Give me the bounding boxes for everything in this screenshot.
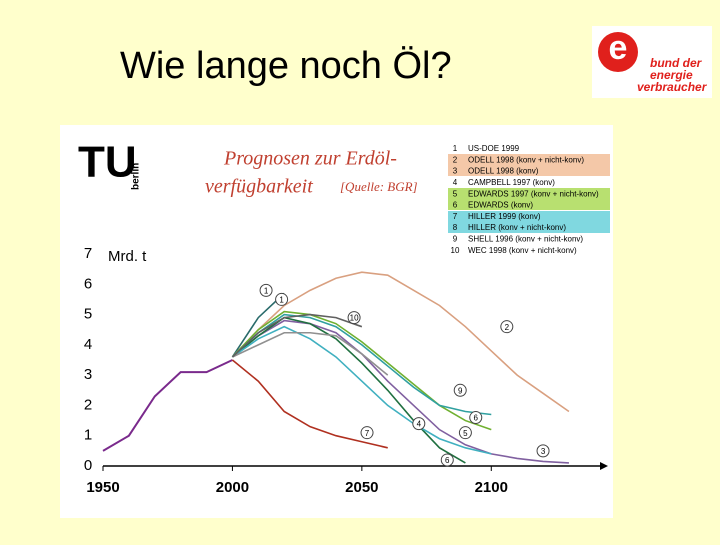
chart-title: verfügbarkeit — [205, 176, 313, 198]
legend-number: 4 — [453, 178, 458, 187]
legend-number: 1 — [453, 144, 458, 153]
x-tick-label: 2050 — [345, 479, 378, 496]
annotation-label: 3 — [541, 447, 546, 456]
series-line — [231, 313, 363, 358]
annotation-circle — [453, 383, 467, 397]
y-tick-label: 4 — [84, 336, 92, 353]
legend-number: 10 — [451, 246, 460, 255]
tu-name: berlin — [131, 163, 142, 190]
legend-number: 5 — [453, 189, 458, 198]
legend-number: 6 — [453, 201, 458, 210]
annotation-label: 1 — [279, 296, 284, 305]
annotation-circle — [347, 311, 361, 325]
legend-number: 8 — [453, 223, 458, 232]
legend-entry: ODELL 1998 (konv) — [468, 167, 539, 176]
series-line — [231, 316, 466, 464]
y-tick-label: 2 — [84, 396, 92, 413]
logo-text: energie — [650, 68, 693, 82]
annotation-circle — [259, 283, 273, 297]
legend-entry: US-DOE 1999 — [468, 144, 520, 153]
series-line — [232, 331, 389, 376]
legend-number: 3 — [453, 167, 458, 176]
legend-entry: CAMPBELL 1997 (konv) — [468, 178, 555, 187]
annotation-label: 5 — [463, 429, 468, 438]
legend-band — [448, 211, 610, 233]
x-axis-arrow — [600, 462, 608, 470]
y-tick-label: 3 — [84, 366, 92, 383]
annotation-label: 9 — [458, 386, 463, 395]
annotation-label: 10 — [350, 314, 359, 323]
series-line — [231, 319, 569, 464]
legend-entry: EDWARDS 1997 (konv + nicht-konv) — [468, 189, 599, 198]
slide-title: Wie lange noch Öl? — [120, 45, 452, 87]
annotation-label: 1 — [264, 286, 269, 295]
x-tick-label: 2100 — [475, 479, 508, 496]
x-tick-label: 1950 — [86, 479, 119, 496]
annotation-label: 4 — [417, 420, 422, 429]
y-tick-label: 6 — [84, 275, 92, 292]
legend-band — [448, 188, 610, 210]
legend-number: 7 — [453, 212, 458, 221]
annotation-circle — [458, 426, 472, 440]
x-tick-label: 2000 — [216, 479, 249, 496]
y-axis-label: Mrd. t — [108, 248, 147, 265]
legend-entry: SHELL 1996 (konv + nicht-konv) — [468, 235, 583, 244]
legend-entry: ODELL 1998 (konv + nicht-konv) — [468, 155, 584, 164]
legend-entry: HILLER 1999 (konv) — [468, 212, 541, 221]
annotation-circle — [360, 426, 374, 440]
legend-band — [448, 154, 610, 176]
annotation-circle — [536, 444, 550, 458]
series-line — [231, 310, 492, 431]
legend-number: 2 — [453, 155, 458, 164]
logo-text: bund der — [650, 56, 703, 70]
annotation-circle — [275, 292, 289, 306]
legend-entry: EDWARDS (konv) — [468, 201, 533, 210]
series-line — [231, 325, 492, 455]
y-tick-label: 7 — [84, 245, 92, 262]
annotation-circle — [469, 411, 483, 425]
y-tick-label: 5 — [84, 306, 92, 323]
logo-text: verbraucher — [637, 80, 708, 94]
series-line — [102, 359, 233, 452]
chart-source: [Quelle: BGR] — [340, 179, 418, 194]
legend-number: 9 — [453, 235, 458, 244]
legend-entry: HILLER (konv + nicht-konv) — [468, 223, 566, 232]
annotation-label: 6 — [474, 414, 479, 423]
logo-circle — [598, 32, 638, 72]
annotation-label: 7 — [365, 429, 370, 438]
legend-entry: WEC 1998 (konv + nicht-konv) — [468, 246, 577, 255]
tu-mark: TU — [78, 138, 137, 187]
series-line — [231, 359, 388, 449]
chart-title: Prognosen zur Erdöl- — [223, 148, 397, 170]
annotation-circle — [440, 453, 454, 467]
annotation-circle — [500, 320, 514, 334]
series-line — [231, 313, 492, 416]
annotation-label: 2 — [505, 323, 510, 332]
logo-mark: e — [609, 29, 628, 67]
y-tick-label: 0 — [84, 457, 92, 474]
annotation-circle — [412, 417, 426, 431]
annotation-label: 6 — [445, 456, 450, 465]
y-tick-label: 1 — [84, 427, 92, 444]
series-line — [231, 271, 570, 413]
